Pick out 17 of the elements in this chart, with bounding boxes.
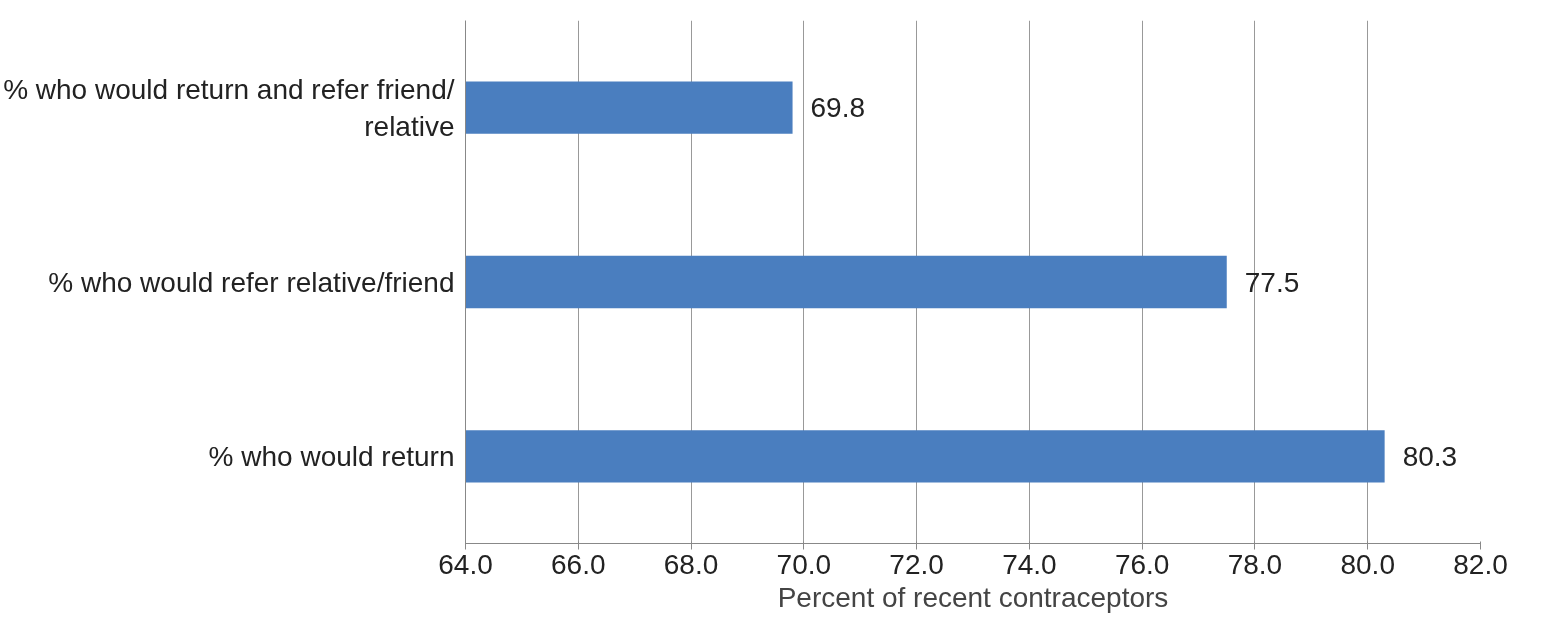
x-tick-label: 72.0 <box>889 548 944 580</box>
data-label: 80.3 <box>1402 440 1458 472</box>
y-tick-label: % who would return and refer friend/ relative <box>3 73 455 142</box>
data-label: 77.5 <box>1244 266 1300 298</box>
y-tick-label: % who would refer relative/friend <box>48 266 455 298</box>
x-tick-label: 66.0 <box>551 548 606 580</box>
x-axis-title: Percent of recent contraceptors <box>777 581 1169 613</box>
x-tick-label: 64.0 <box>438 548 493 580</box>
x-tick-label: 70.0 <box>776 548 832 580</box>
y-tick-label: % who would return <box>208 440 455 472</box>
x-tick-label: 74.0 <box>1002 548 1057 580</box>
x-tick-label: 68.0 <box>663 548 719 580</box>
x-tick-label: 82.0 <box>1453 548 1508 580</box>
x-tick-label: 76.0 <box>1114 548 1170 580</box>
x-tick-label: 78.0 <box>1227 548 1283 580</box>
x-tick-label: 80.0 <box>1340 548 1395 580</box>
data-label: 69.8 <box>810 92 866 124</box>
